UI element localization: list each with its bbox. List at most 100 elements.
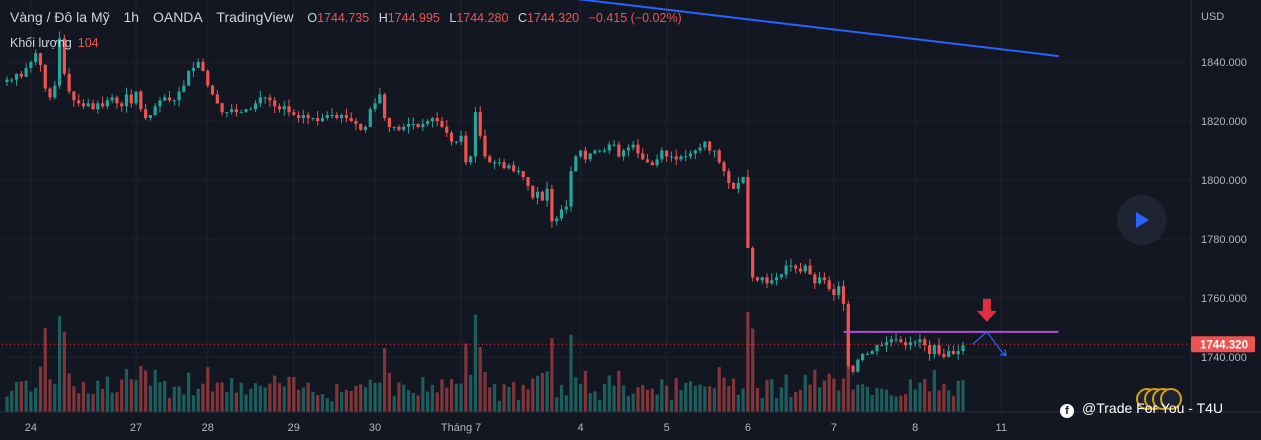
candle-body: [167, 97, 172, 101]
volume-bar: [158, 382, 162, 412]
volume-bar: [263, 387, 267, 412]
volume-bar: [120, 379, 124, 412]
volume-bar: [191, 395, 196, 412]
volume-bar: [645, 389, 650, 412]
candlesticks: [5, 31, 965, 375]
time-tick-label: 11: [996, 422, 1007, 434]
volume-bar: [679, 390, 683, 412]
candle-body: [607, 144, 611, 151]
candle-body: [459, 135, 463, 142]
volume-bar: [225, 392, 229, 412]
volume-bar: [531, 378, 535, 412]
candle-body: [115, 97, 119, 104]
volume-bar: [478, 347, 482, 412]
volume-bar: [62, 331, 66, 412]
volume-bar: [72, 386, 76, 412]
price-tick-label: 1820.000: [1201, 116, 1247, 128]
volume-bar: [765, 379, 769, 412]
candle-body: [669, 156, 674, 158]
time-axis[interactable]: 24 27 28 29 30 Tháng 7 4 5 6 7 8 11: [0, 411, 1261, 440]
candle-body: [440, 121, 444, 127]
data-source: TradingView: [216, 9, 294, 25]
candle-body: [421, 123, 425, 127]
candle-body: [856, 359, 860, 372]
candle-body: [177, 91, 181, 101]
candle-body: [62, 38, 66, 74]
candle-body: [139, 91, 143, 110]
volume-bar: [258, 385, 262, 412]
volume-bar: [717, 367, 721, 412]
volume-bar: [167, 397, 172, 412]
ohlc-values: O1744.735 H1744.995 L1744.280 C1744.320 …: [307, 11, 682, 25]
candle-body: [813, 274, 817, 284]
volume-bar: [206, 367, 210, 412]
volume-bar: [808, 384, 812, 412]
candle-body: [904, 342, 908, 346]
volume-bar: [741, 388, 745, 412]
volume-bar: [818, 387, 822, 412]
volume-bar: [746, 312, 750, 412]
candle-body: [770, 280, 774, 284]
volume-bar: [86, 393, 90, 412]
volume-bar: [932, 370, 936, 412]
price-change: −0.415 (−0.02%): [588, 11, 682, 25]
time-tick-label: 7: [831, 422, 837, 434]
volume-bar: [660, 379, 664, 412]
volume-bar: [617, 370, 621, 412]
candle-body: [29, 62, 33, 68]
candle-body: [550, 188, 554, 222]
volume-bar: [832, 378, 836, 412]
volume-bar: [282, 386, 286, 412]
volume-bar: [564, 395, 568, 412]
candle-body: [38, 53, 43, 65]
volume-bar: [650, 388, 654, 412]
volume-bar: [870, 394, 874, 412]
event-flags[interactable]: [1136, 388, 1186, 410]
candle-body: [435, 118, 439, 121]
symbol-legend[interactable]: Vàng / Đô la Mỹ 1h OANDA TradingView O17…: [10, 9, 688, 25]
candle-body: [942, 354, 946, 357]
candle-body: [564, 206, 568, 210]
volume-bar: [631, 393, 635, 412]
volume-bar: [626, 396, 630, 412]
time-tick-label: 4: [578, 422, 584, 434]
time-tick-label: 8: [912, 422, 918, 434]
candle-body: [779, 274, 783, 278]
volume-legend[interactable]: Khối lượng 104: [10, 36, 99, 50]
volume-bar: [502, 384, 506, 412]
volume-bar: [822, 380, 826, 412]
volume-bar: [602, 384, 607, 412]
candle-body: [392, 126, 396, 128]
candle-body: [277, 106, 282, 110]
volume-bar: [779, 387, 783, 412]
candle-body: [86, 103, 90, 107]
volume-bar: [665, 385, 669, 412]
candle-body: [841, 286, 846, 304]
volume-bar: [488, 387, 492, 412]
price-axis[interactable]: USD 1840.000 1820.000 1800.000 1780.000 1760…: [1190, 0, 1261, 412]
volume-bar: [469, 374, 473, 412]
time-tick-label: Tháng 7: [441, 422, 481, 434]
sell-arrow-icon: [976, 298, 997, 322]
volume-bar: [951, 395, 956, 412]
volume-bar: [81, 381, 86, 412]
candle-body: [727, 171, 731, 183]
candle-body: [593, 150, 597, 154]
candle-body: [961, 345, 965, 352]
volume-bar: [703, 386, 707, 412]
descending-trendline[interactable]: [461, 0, 1059, 58]
candle-body: [383, 94, 387, 119]
candle-body: [717, 150, 721, 163]
volume-bar: [363, 387, 368, 412]
arrowhead: [999, 349, 1007, 357]
volume-bar: [292, 377, 296, 412]
candle-body: [947, 351, 951, 357]
volume-bar: [669, 400, 674, 412]
play-button[interactable]: [1117, 195, 1167, 245]
candle-body: [273, 100, 277, 107]
volume-bar: [961, 380, 965, 412]
volume-bar: [942, 383, 946, 412]
time-tick-label: 29: [288, 422, 300, 434]
candle-body: [311, 118, 315, 120]
